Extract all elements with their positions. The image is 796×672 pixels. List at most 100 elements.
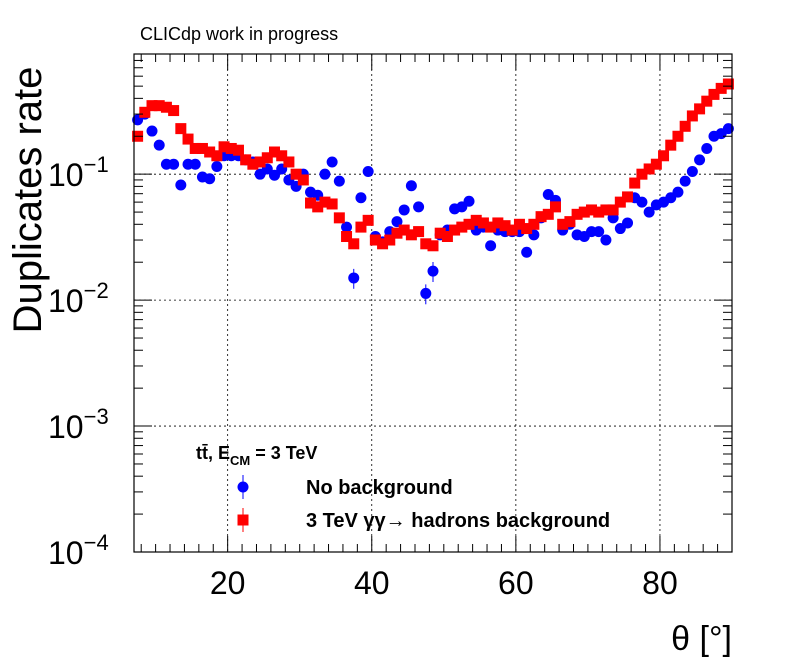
data-point-no-background: [622, 217, 634, 229]
data-point-hadrons-background: [427, 240, 439, 252]
data-point-hadrons-background: [441, 230, 453, 242]
data-point-hadrons-background: [283, 156, 295, 168]
data-point-no-background: [168, 158, 180, 170]
data-point-hadrons-background: [160, 101, 172, 113]
data-point-hadrons-background: [600, 204, 612, 216]
data-point-hadrons-background: [290, 168, 302, 180]
data-point-hadrons-background: [175, 123, 187, 135]
data-point-hadrons-background: [593, 206, 605, 218]
data-point-hadrons-background: [261, 152, 273, 164]
data-point-hadrons-background: [665, 139, 677, 151]
data-point-hadrons-background: [232, 144, 244, 156]
data-point-hadrons-background: [485, 221, 497, 233]
data-point-hadrons-background: [362, 214, 374, 226]
data-point-hadrons-background: [196, 142, 208, 154]
data-point-no-background: [463, 195, 475, 207]
data-point-no-background: [319, 168, 331, 180]
data-point-hadrons-background: [499, 220, 511, 232]
data-point-no-background: [722, 123, 734, 135]
data-point-hadrons-background: [658, 150, 670, 162]
data-point-no-background: [204, 173, 216, 185]
data-point-no-background: [362, 166, 374, 178]
data-point-hadrons-background: [456, 221, 468, 233]
data-point-no-background: [420, 287, 432, 299]
y-tick-label: 10−4: [48, 530, 109, 571]
data-point-hadrons-background: [369, 234, 381, 246]
x-axis-label: θ [°]: [671, 620, 732, 658]
data-point-no-background: [413, 201, 425, 213]
data-point-no-background: [211, 161, 223, 173]
x-tick-label: 40: [354, 565, 390, 601]
data-point-hadrons-background: [312, 201, 324, 213]
data-point-hadrons-background: [319, 196, 331, 208]
y-axis: 10−4 10−3 10−2 10−1: [48, 53, 732, 571]
data-point-no-background: [391, 216, 403, 228]
data-point-no-background: [189, 158, 201, 170]
data-point-no-background: [175, 179, 187, 191]
data-point-no-background: [153, 139, 165, 151]
data-point-hadrons-background: [701, 95, 713, 107]
data-point-hadrons-background: [470, 214, 482, 226]
data-point-hadrons-background: [607, 204, 619, 216]
data-point-hadrons-background: [153, 100, 165, 112]
data-point-hadrons-background: [355, 221, 367, 233]
data-point-hadrons-background: [305, 197, 317, 209]
data-point-hadrons-background: [636, 168, 648, 180]
data-point-hadrons-background: [492, 217, 504, 229]
data-point-hadrons-background: [513, 218, 525, 230]
data-point-no-background: [341, 221, 353, 233]
data-point-hadrons-background: [348, 238, 360, 250]
data-point-no-background: [694, 154, 706, 166]
data-point-hadrons-background: [189, 142, 201, 154]
data-point-no-background: [427, 265, 439, 277]
data-point-hadrons-background: [434, 227, 446, 239]
series-no-background: [132, 108, 734, 305]
data-point-hadrons-background: [586, 204, 598, 216]
data-point-hadrons-background: [168, 105, 180, 117]
data-point-hadrons-background: [139, 106, 151, 118]
data-point-hadrons-background: [506, 224, 518, 236]
data-point-hadrons-background: [218, 141, 230, 153]
data-point-no-background: [643, 206, 655, 218]
legend: tt̄, ECM = 3 TeV No background 3 TeV γγ→…: [196, 443, 610, 532]
data-point-hadrons-background: [247, 158, 259, 170]
data-point-hadrons-background: [341, 230, 353, 242]
legend-label-hadrons-background: 3 TeV γγ→ hadrons background: [306, 510, 610, 532]
data-point-hadrons-background: [521, 223, 533, 235]
data-point-hadrons-background: [715, 82, 727, 94]
data-point-hadrons-background: [413, 226, 425, 238]
data-point-hadrons-background: [225, 142, 237, 154]
data-point-no-background: [268, 169, 280, 181]
x-tick-label: 60: [498, 565, 534, 601]
data-point-hadrons-background: [722, 78, 734, 90]
data-point-hadrons-background: [578, 206, 590, 218]
data-point-hadrons-background: [650, 158, 662, 170]
data-point-no-background: [146, 125, 158, 137]
data-point-hadrons-background: [557, 218, 569, 230]
data-point-no-background: [521, 246, 533, 258]
data-point-hadrons-background: [477, 217, 489, 229]
data-point-no-background: [355, 192, 367, 204]
data-point-hadrons-background: [204, 146, 216, 158]
data-point-hadrons-background: [542, 208, 554, 220]
data-point-hadrons-background: [463, 218, 475, 230]
data-point-hadrons-background: [694, 103, 706, 115]
data-point-hadrons-background: [679, 120, 691, 132]
data-point-hadrons-background: [449, 224, 461, 236]
data-point-hadrons-background: [549, 201, 561, 213]
data-point-no-background: [485, 240, 497, 252]
data-point-hadrons-background: [384, 234, 396, 246]
plot-frame: [133, 53, 733, 553]
x-tick-label: 80: [642, 565, 678, 601]
data-point-hadrons-background: [571, 208, 583, 220]
data-point-hadrons-background: [240, 154, 252, 166]
data-point-no-background: [398, 204, 410, 216]
data-point-hadrons-background: [268, 146, 280, 158]
header-text: CLICdp work in progress: [140, 24, 338, 44]
legend-title: tt̄, ECM = 3 TeV: [196, 443, 317, 468]
data-point-hadrons-background: [182, 133, 194, 145]
data-point-hadrons-background: [377, 238, 389, 250]
data-point-hadrons-background: [254, 156, 266, 168]
data-point-hadrons-background: [622, 191, 634, 203]
data-point-hadrons-background: [405, 229, 417, 241]
